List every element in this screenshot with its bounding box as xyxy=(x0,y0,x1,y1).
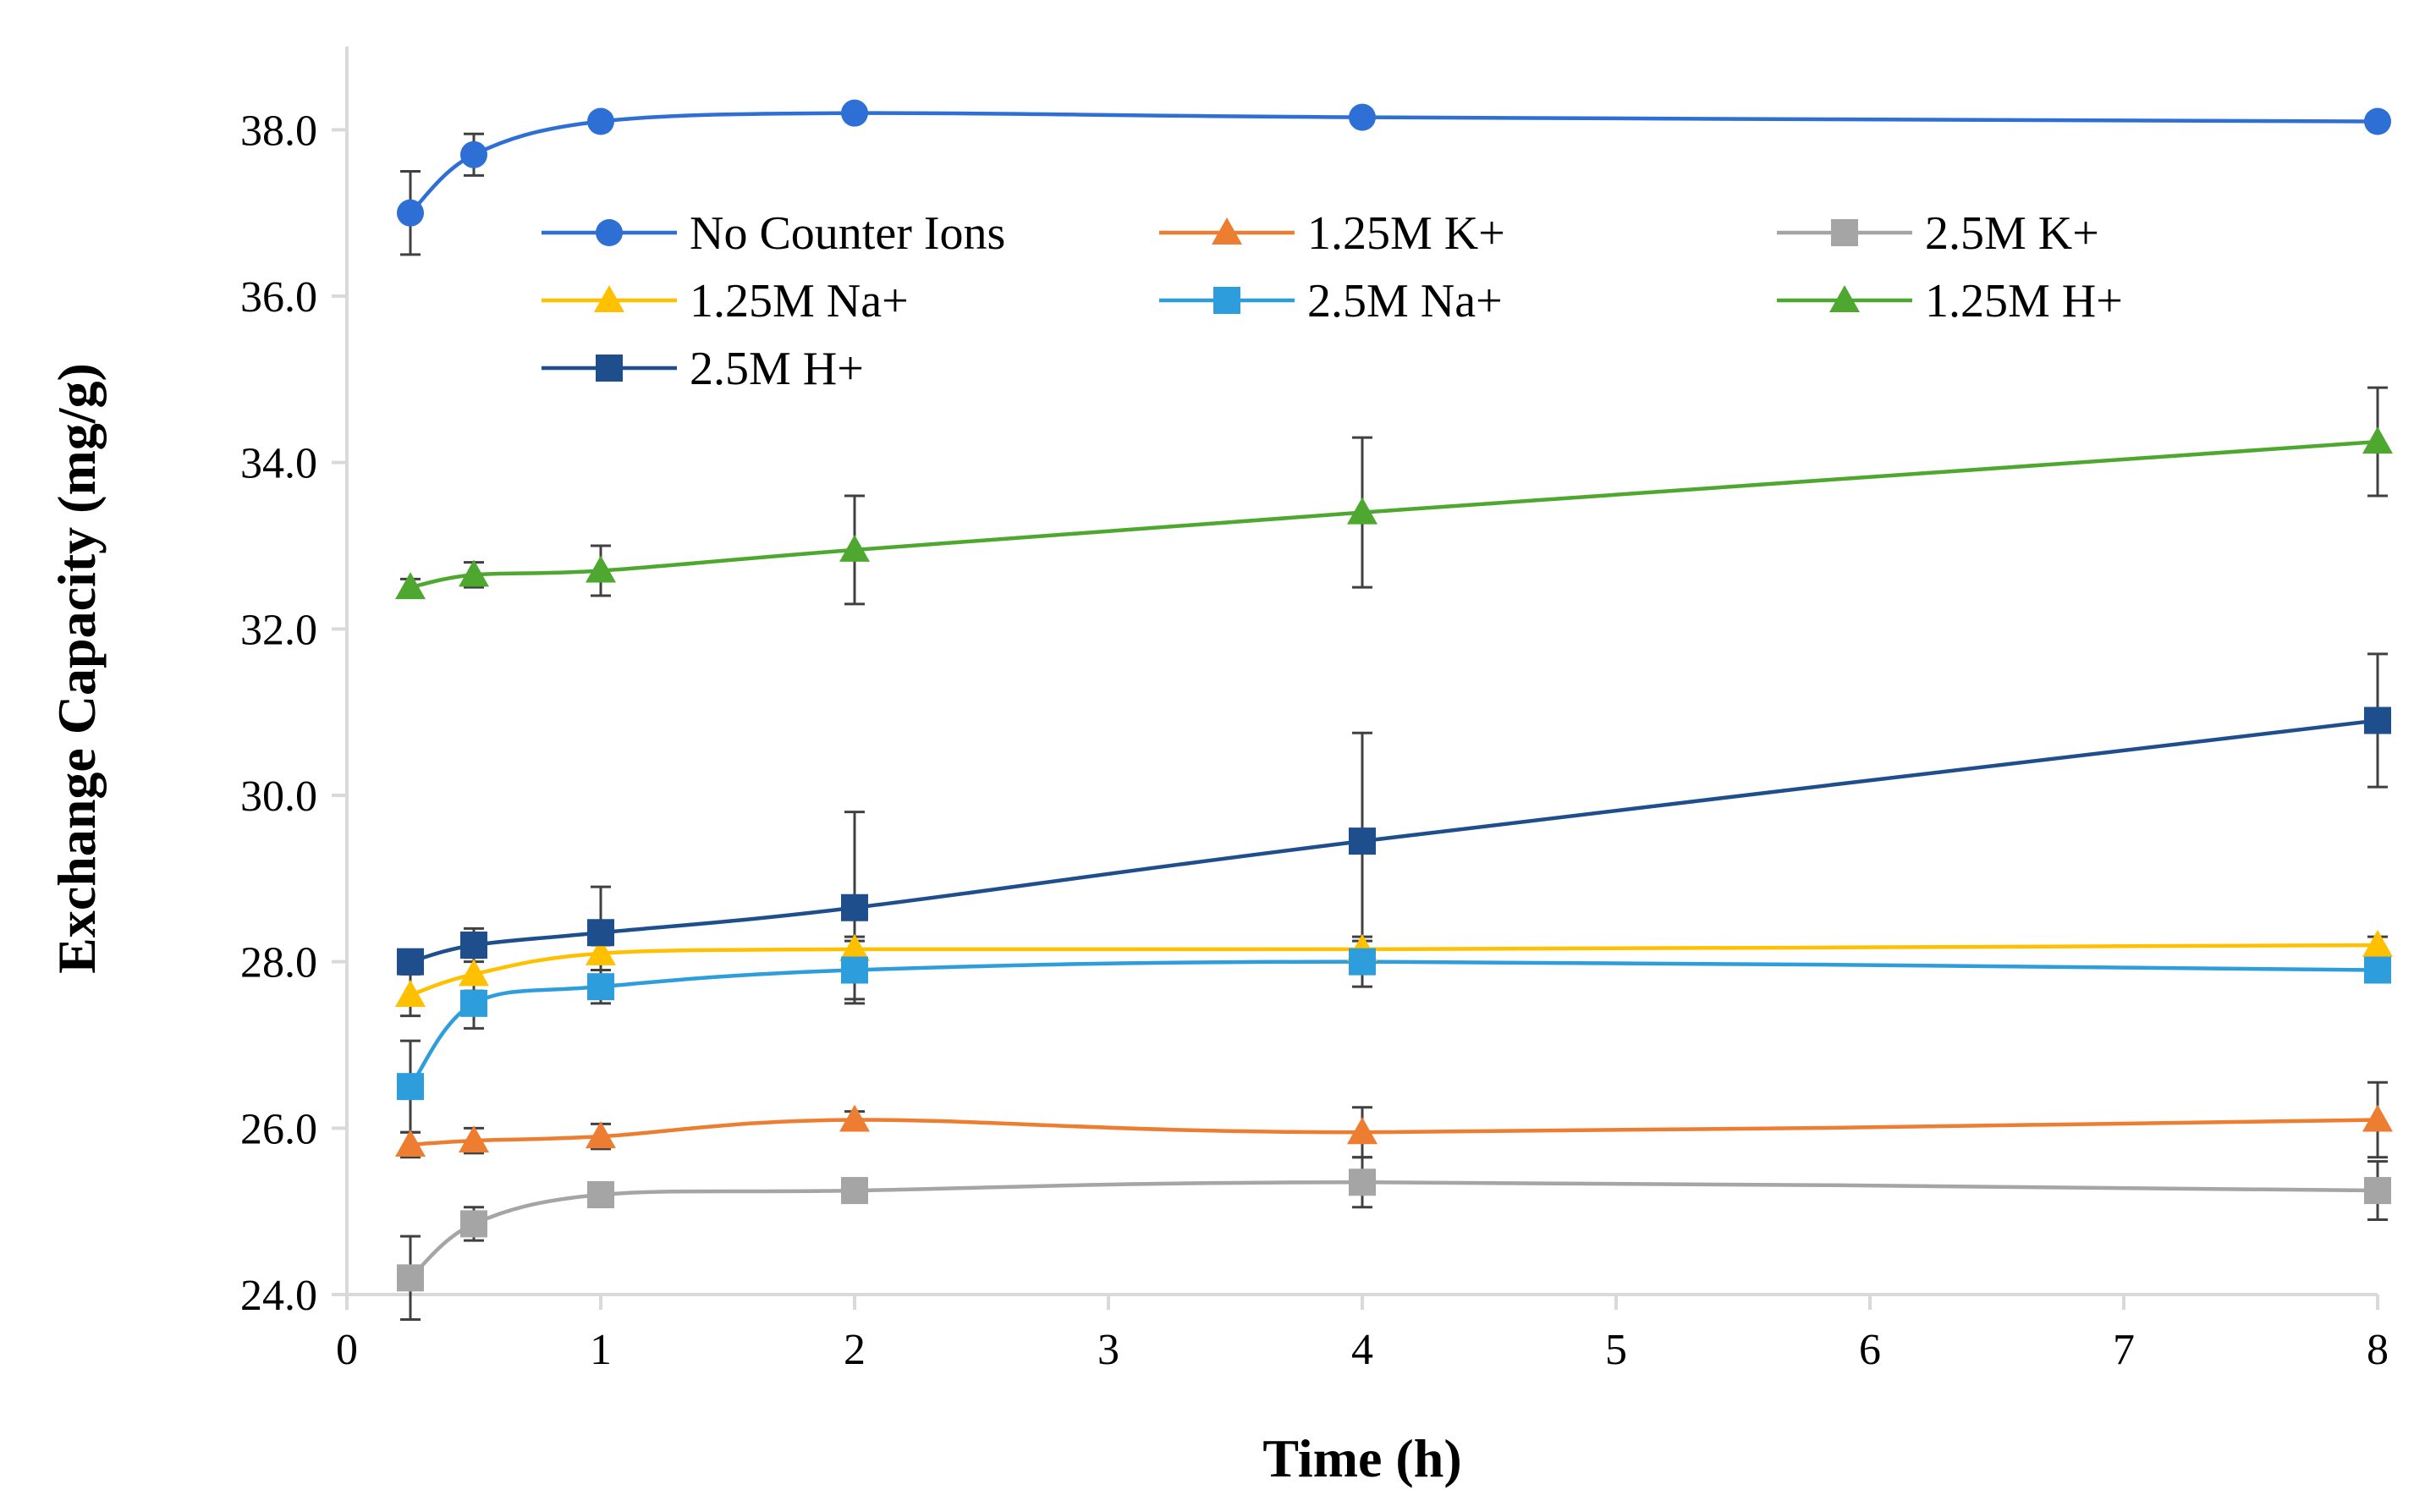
series-markers xyxy=(395,99,2393,1292)
y-axis-title: Exchange Capacity (mg/g) xyxy=(47,363,107,974)
data-point-1-25m-h xyxy=(459,559,489,587)
x-tick-label: 7 xyxy=(2113,1326,2135,1374)
data-point-1-25m-k xyxy=(395,1130,426,1157)
data-point-2-5m-h xyxy=(841,893,868,921)
series-line-2-5m-k xyxy=(409,1179,2378,1280)
data-point-no-counter-ions xyxy=(2364,107,2391,135)
data-point-2-5m-na xyxy=(397,1073,424,1101)
data-point-1-25m-h xyxy=(2362,426,2393,454)
data-point-1-25m-na xyxy=(839,933,870,961)
data-point-1-25m-k xyxy=(586,1121,616,1149)
data-point-1-25m-k xyxy=(459,1125,489,1153)
data-point-1-25m-h xyxy=(586,555,616,583)
y-tick-label: 26.0 xyxy=(240,1105,317,1153)
legend-label-2-5m-h: 2.5M H+ xyxy=(690,343,864,395)
data-point-2-5m-k xyxy=(587,1181,614,1208)
data-point-1-25m-k xyxy=(1347,1117,1377,1145)
data-point-2-5m-h xyxy=(587,919,614,947)
x-axis-title: Time (h) xyxy=(1262,1428,1461,1488)
data-point-1-25m-na xyxy=(2362,930,2393,957)
data-point-2-5m-k xyxy=(2364,1177,2391,1205)
x-tick-label: 8 xyxy=(2367,1326,2389,1374)
data-point-no-counter-ions xyxy=(841,99,868,127)
data-point-1-25m-h xyxy=(1347,497,1377,525)
legend-label-2-5m-na: 2.5M Na+ xyxy=(1307,275,1503,327)
series-lines xyxy=(409,111,2378,1280)
data-point-1-25m-k xyxy=(839,1104,870,1132)
legend-marker-2-5m-k xyxy=(1831,219,1858,246)
data-point-2-5m-h xyxy=(397,948,424,976)
legend-marker-1-25m-k xyxy=(1212,217,1242,245)
data-point-2-5m-na xyxy=(460,989,487,1017)
legend-marker-2-5m-na xyxy=(1213,287,1240,314)
data-point-2-5m-k xyxy=(460,1210,487,1238)
series-line-1-25m-h xyxy=(410,439,2378,590)
legend-label-1-25m-h: 1.25M H+ xyxy=(1925,275,2123,327)
y-tick-label: 28.0 xyxy=(240,939,317,987)
x-tick-label: 3 xyxy=(1097,1326,1119,1374)
x-tick-label: 5 xyxy=(1605,1326,1627,1374)
data-point-2-5m-k xyxy=(1349,1168,1376,1196)
legend-label-no-counter-ions: No Counter Ions xyxy=(690,207,1005,260)
data-point-2-5m-na xyxy=(587,973,614,1001)
legend-label-2-5m-k: 2.5M K+ xyxy=(1925,207,2099,260)
series-line-1-25m-k xyxy=(410,1118,2378,1147)
data-point-1-25m-na xyxy=(395,980,426,1007)
legend-marker-1-25m-h xyxy=(1829,285,1860,312)
data-point-1-25m-k xyxy=(2362,1104,2393,1132)
legend-marker-no-counter-ions xyxy=(596,219,623,246)
series-line-1-25m-na xyxy=(410,943,2378,998)
y-tick-label: 36.0 xyxy=(240,273,317,322)
y-tick-label: 38.0 xyxy=(240,107,317,155)
data-point-no-counter-ions xyxy=(397,199,424,227)
data-point-2-5m-h xyxy=(2364,707,2391,734)
data-point-2-5m-h xyxy=(1349,827,1376,855)
y-tick-label: 32.0 xyxy=(240,606,317,654)
data-point-2-5m-na xyxy=(841,956,868,984)
data-point-no-counter-ions xyxy=(587,107,614,135)
data-point-2-5m-na xyxy=(1349,948,1376,976)
data-point-1-25m-na xyxy=(586,937,616,965)
series-line-2-5m-na xyxy=(409,959,2378,1088)
legend-label-1-25m-na: 1.25M Na+ xyxy=(690,275,909,327)
x-tick-label: 2 xyxy=(844,1326,866,1374)
data-point-1-25m-h xyxy=(395,572,426,600)
data-point-2-5m-na xyxy=(2364,956,2391,984)
series-line-2-5m-h xyxy=(410,718,2378,964)
data-point-no-counter-ions xyxy=(460,140,487,168)
legend-marker-1-25m-na xyxy=(594,285,624,312)
legend-marker-2-5m-h xyxy=(596,355,623,382)
data-point-1-25m-na xyxy=(459,959,489,987)
series-line-no-counter-ions xyxy=(409,111,2378,215)
data-point-1-25m-h xyxy=(839,534,870,562)
ticks: 0 1 2 3 4 5 6 7 8 24.0 26.0 28.0 30.0 32.0 34.0 36.0 38.… xyxy=(240,107,2389,1374)
data-point-no-counter-ions xyxy=(1349,103,1376,131)
data-point-2-5m-k xyxy=(397,1264,424,1292)
data-point-2-5m-k xyxy=(841,1177,868,1205)
x-tick-label: 4 xyxy=(1351,1326,1373,1374)
x-tick-label: 1 xyxy=(590,1326,612,1374)
x-tick-label: 0 xyxy=(336,1326,358,1374)
y-tick-label: 24.0 xyxy=(240,1272,317,1320)
y-tick-label: 34.0 xyxy=(240,440,317,488)
data-point-2-5m-h xyxy=(460,932,487,959)
legend-label-1-25m-k: 1.25M K+ xyxy=(1307,207,1505,260)
legend: No Counter Ions 1.25M K+ 2.5M K+ 1.25M Na+ 2… xyxy=(542,207,2123,395)
y-tick-label: 30.0 xyxy=(240,772,317,821)
x-tick-label: 6 xyxy=(1859,1326,1881,1374)
